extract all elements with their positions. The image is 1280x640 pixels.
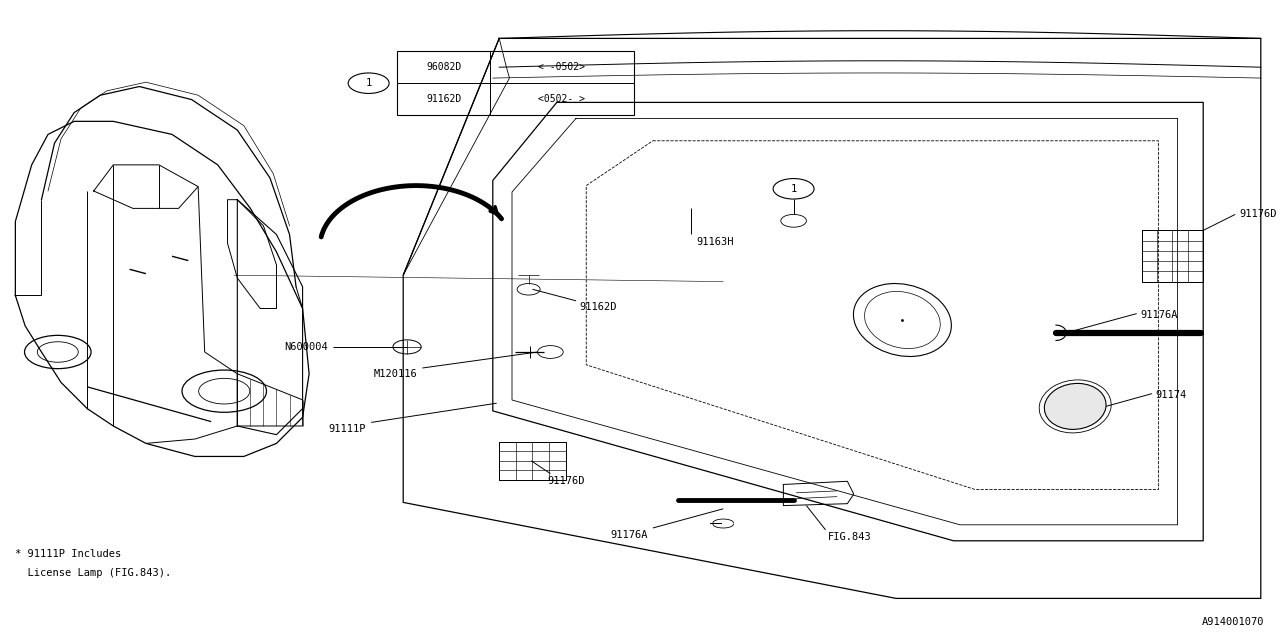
Text: 91163H: 91163H xyxy=(696,237,733,247)
Text: 91176A: 91176A xyxy=(1140,310,1178,320)
Text: 96082D: 96082D xyxy=(426,61,461,72)
Text: 1: 1 xyxy=(791,184,796,194)
Text: M120116: M120116 xyxy=(374,369,417,380)
Bar xyxy=(397,51,634,115)
Ellipse shape xyxy=(1044,383,1106,429)
Text: 91111P: 91111P xyxy=(329,424,366,434)
Text: < -0502>: < -0502> xyxy=(539,61,585,72)
Text: 91162D: 91162D xyxy=(580,302,617,312)
Text: 1: 1 xyxy=(366,78,371,88)
Text: * 91111P Includes: * 91111P Includes xyxy=(15,548,122,559)
Text: 91176A: 91176A xyxy=(611,530,648,540)
Bar xyxy=(1142,230,1203,282)
Text: 91174: 91174 xyxy=(1156,390,1187,400)
Bar xyxy=(499,442,566,480)
Text: N600004: N600004 xyxy=(284,342,328,352)
Text: 91162D: 91162D xyxy=(426,93,461,104)
Text: FIG.843: FIG.843 xyxy=(828,532,872,543)
Text: 91176D: 91176D xyxy=(1239,209,1276,220)
Text: <0502- >: <0502- > xyxy=(539,93,585,104)
Text: License Lamp (FIG.843).: License Lamp (FIG.843). xyxy=(15,568,172,578)
Text: 91176D: 91176D xyxy=(548,476,585,486)
Text: A914001070: A914001070 xyxy=(1202,617,1265,627)
